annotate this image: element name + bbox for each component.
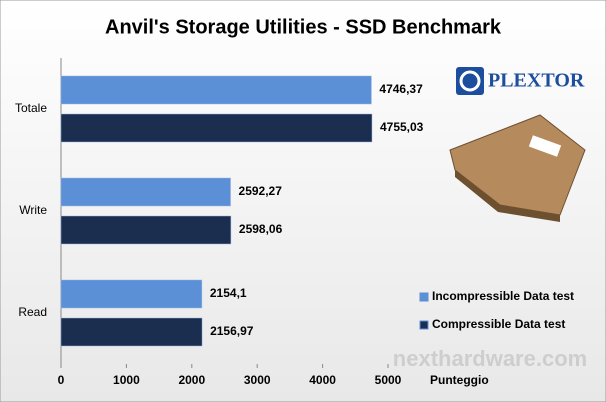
x-tick-label: 2000 (178, 373, 205, 387)
value-label: 2598,06 (239, 222, 283, 236)
y-tick-label: Read (18, 305, 47, 319)
watermark: nexthardware.com (393, 346, 587, 371)
y-tick-label: Totale (15, 101, 47, 115)
bar (60, 317, 203, 347)
value-label: 2154,1 (210, 286, 247, 300)
x-axis-label: Punteggio (430, 373, 489, 387)
x-tick-label: 3000 (244, 373, 271, 387)
ssd-image (449, 114, 586, 222)
x-tick-label: 4000 (309, 373, 336, 387)
legend-label: Incompressible Data test (432, 289, 574, 303)
x-tick-label: 1000 (113, 373, 140, 387)
value-label: 4755,03 (380, 120, 424, 134)
bar (60, 279, 203, 309)
value-label: 4746,37 (379, 82, 423, 96)
value-label: 2592,27 (239, 184, 283, 198)
logo-text: PLEXTOR (488, 70, 585, 92)
x-tick-label: 5000 (375, 373, 402, 387)
y-tick-label: Write (19, 203, 47, 217)
bar (60, 177, 231, 207)
value-label: 2156,97 (210, 324, 254, 338)
legend-swatch (419, 320, 429, 330)
bar (60, 113, 373, 143)
logo: PLEXTOR (456, 67, 585, 95)
bar (60, 75, 372, 105)
x-tick-label: 0 (58, 373, 65, 387)
legend-swatch (419, 292, 429, 302)
legend-label: Compressible Data test (432, 317, 565, 331)
bar (60, 215, 232, 245)
chart-title: Anvil's Storage Utilities - SSD Benchmar… (105, 16, 502, 38)
